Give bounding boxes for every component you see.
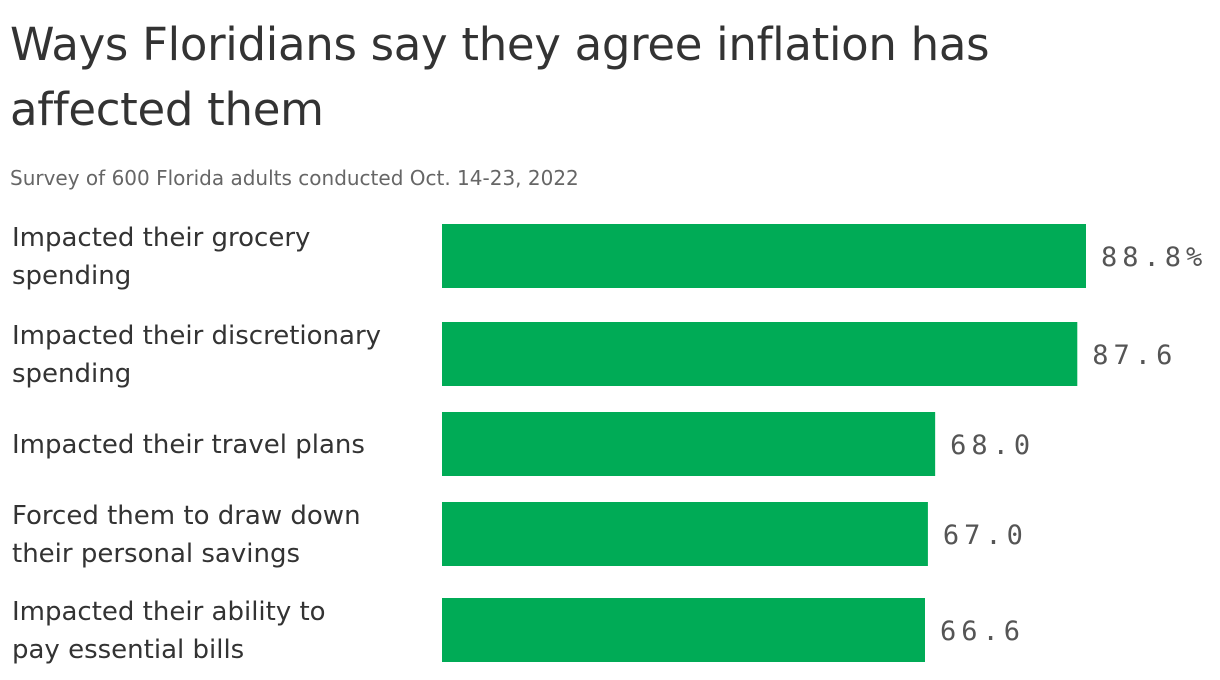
category-label: Forced them to draw down their personal s… bbox=[12, 501, 361, 569]
data-label: 67.0 bbox=[943, 520, 1028, 551]
data-label: 87.6 bbox=[1092, 340, 1177, 371]
bar bbox=[442, 598, 925, 662]
bar bbox=[442, 502, 928, 566]
category-label: Impacted their discretionary spending bbox=[12, 321, 381, 389]
chart-title: Ways Floridians say they agree inflation… bbox=[10, 18, 990, 136]
data-label: 66.6 bbox=[940, 616, 1025, 647]
bar bbox=[442, 412, 936, 476]
category-label: Impacted their grocery spending bbox=[12, 223, 310, 291]
data-label: 68.0 bbox=[950, 430, 1035, 461]
bar bbox=[442, 322, 1078, 386]
category-label: Impacted their travel plans bbox=[12, 430, 365, 460]
data-label: 88.8% bbox=[1101, 242, 1207, 273]
category-label: Impacted their ability to pay essential b… bbox=[12, 597, 326, 665]
chart-subtitle: Survey of 600 Florida adults conducted O… bbox=[10, 166, 579, 190]
bar bbox=[442, 224, 1086, 288]
